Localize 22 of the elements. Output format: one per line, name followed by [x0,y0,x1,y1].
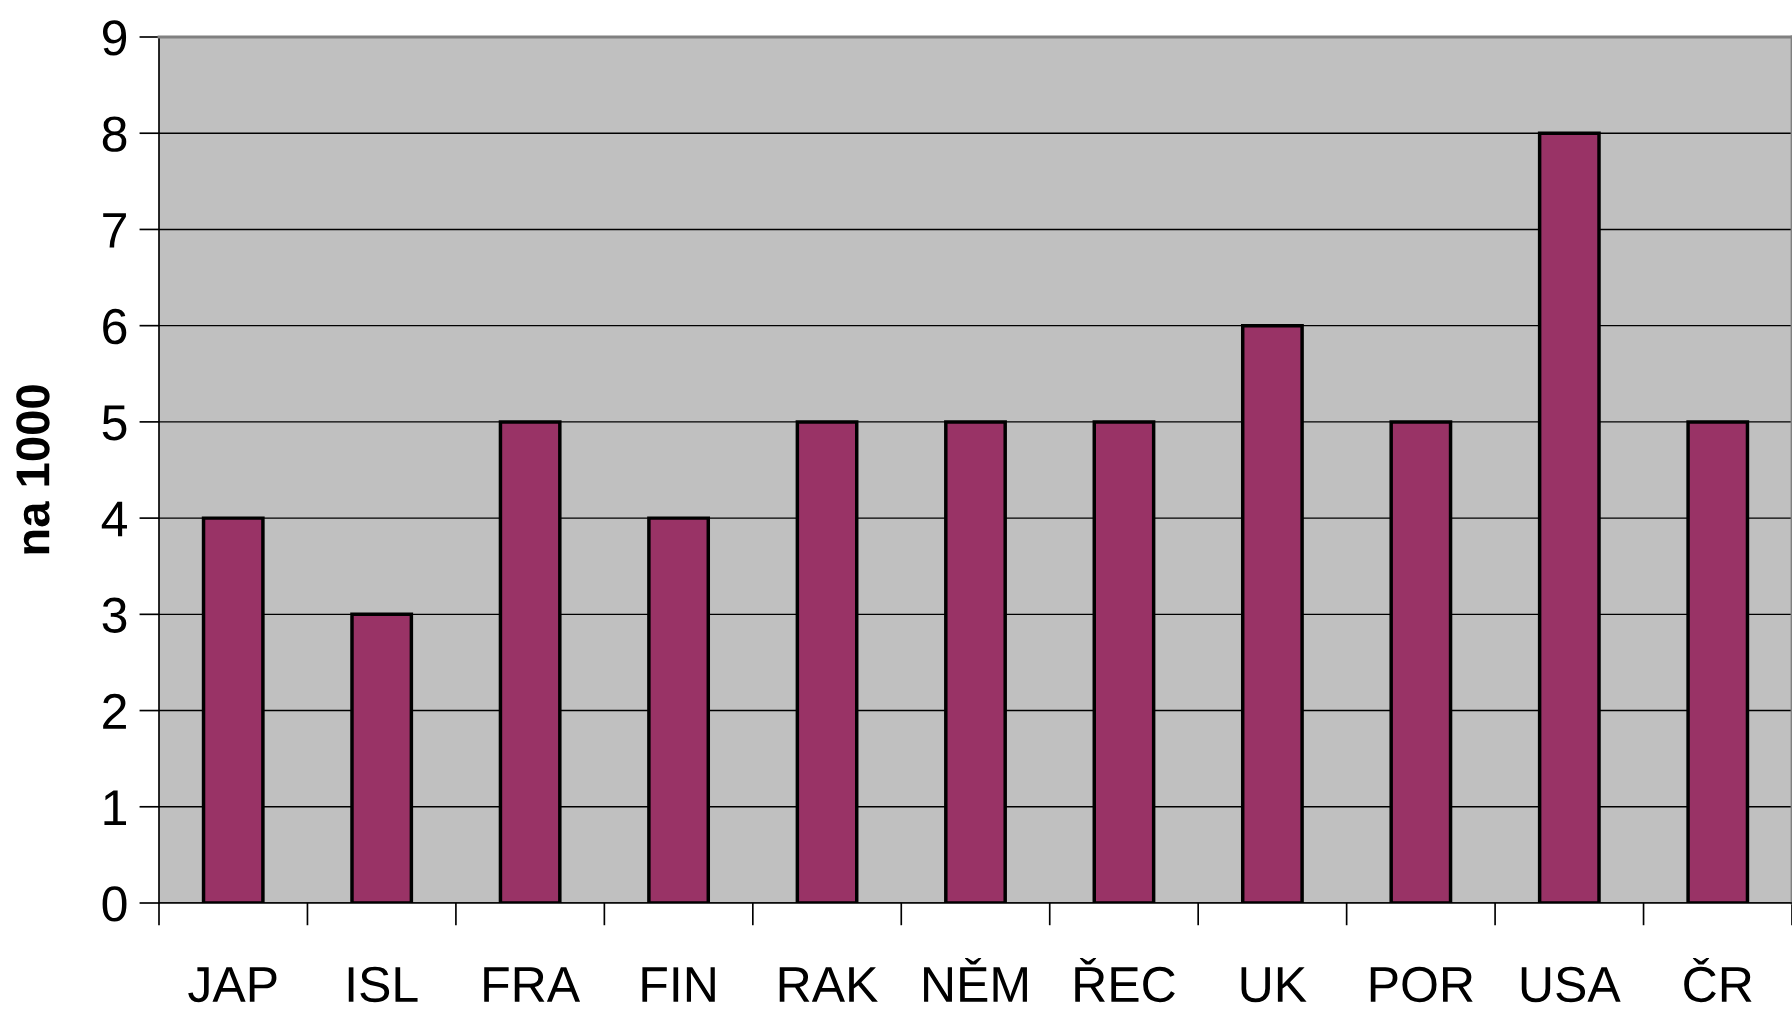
y-tick-label: 0 [102,886,127,922]
x-tick-label: FIN [642,967,715,1002]
x-tick-label: ISL [348,966,418,1003]
y-tick-label: 7 [103,213,126,248]
x-tick-label: UK [1241,967,1307,1003]
y-tick-label: 9 [102,20,127,56]
x-tick-label: JAP [188,967,277,1003]
y-tick-label: 5 [102,405,127,441]
x-tick-label: POR [1370,966,1473,1003]
x-tick-label: ČR [1684,958,1752,1003]
y-tick-label: 8 [102,116,127,152]
x-tick-label: NĚM [924,958,1027,1002]
x-tick-label: RAK [779,967,878,1002]
y-tick-label: 6 [103,308,127,345]
y-tick-label: 3 [102,597,127,633]
y-tick-label: 2 [103,693,126,729]
x-tick-label: USA [1521,966,1621,1003]
y-axis-title: na 1000 [16,385,50,554]
x-tick-label: ŘEC [1075,958,1175,1003]
y-tick-label: 4 [101,501,127,537]
y-tick-label: 1 [104,790,127,825]
x-tick-label: FRA [484,967,581,1002]
